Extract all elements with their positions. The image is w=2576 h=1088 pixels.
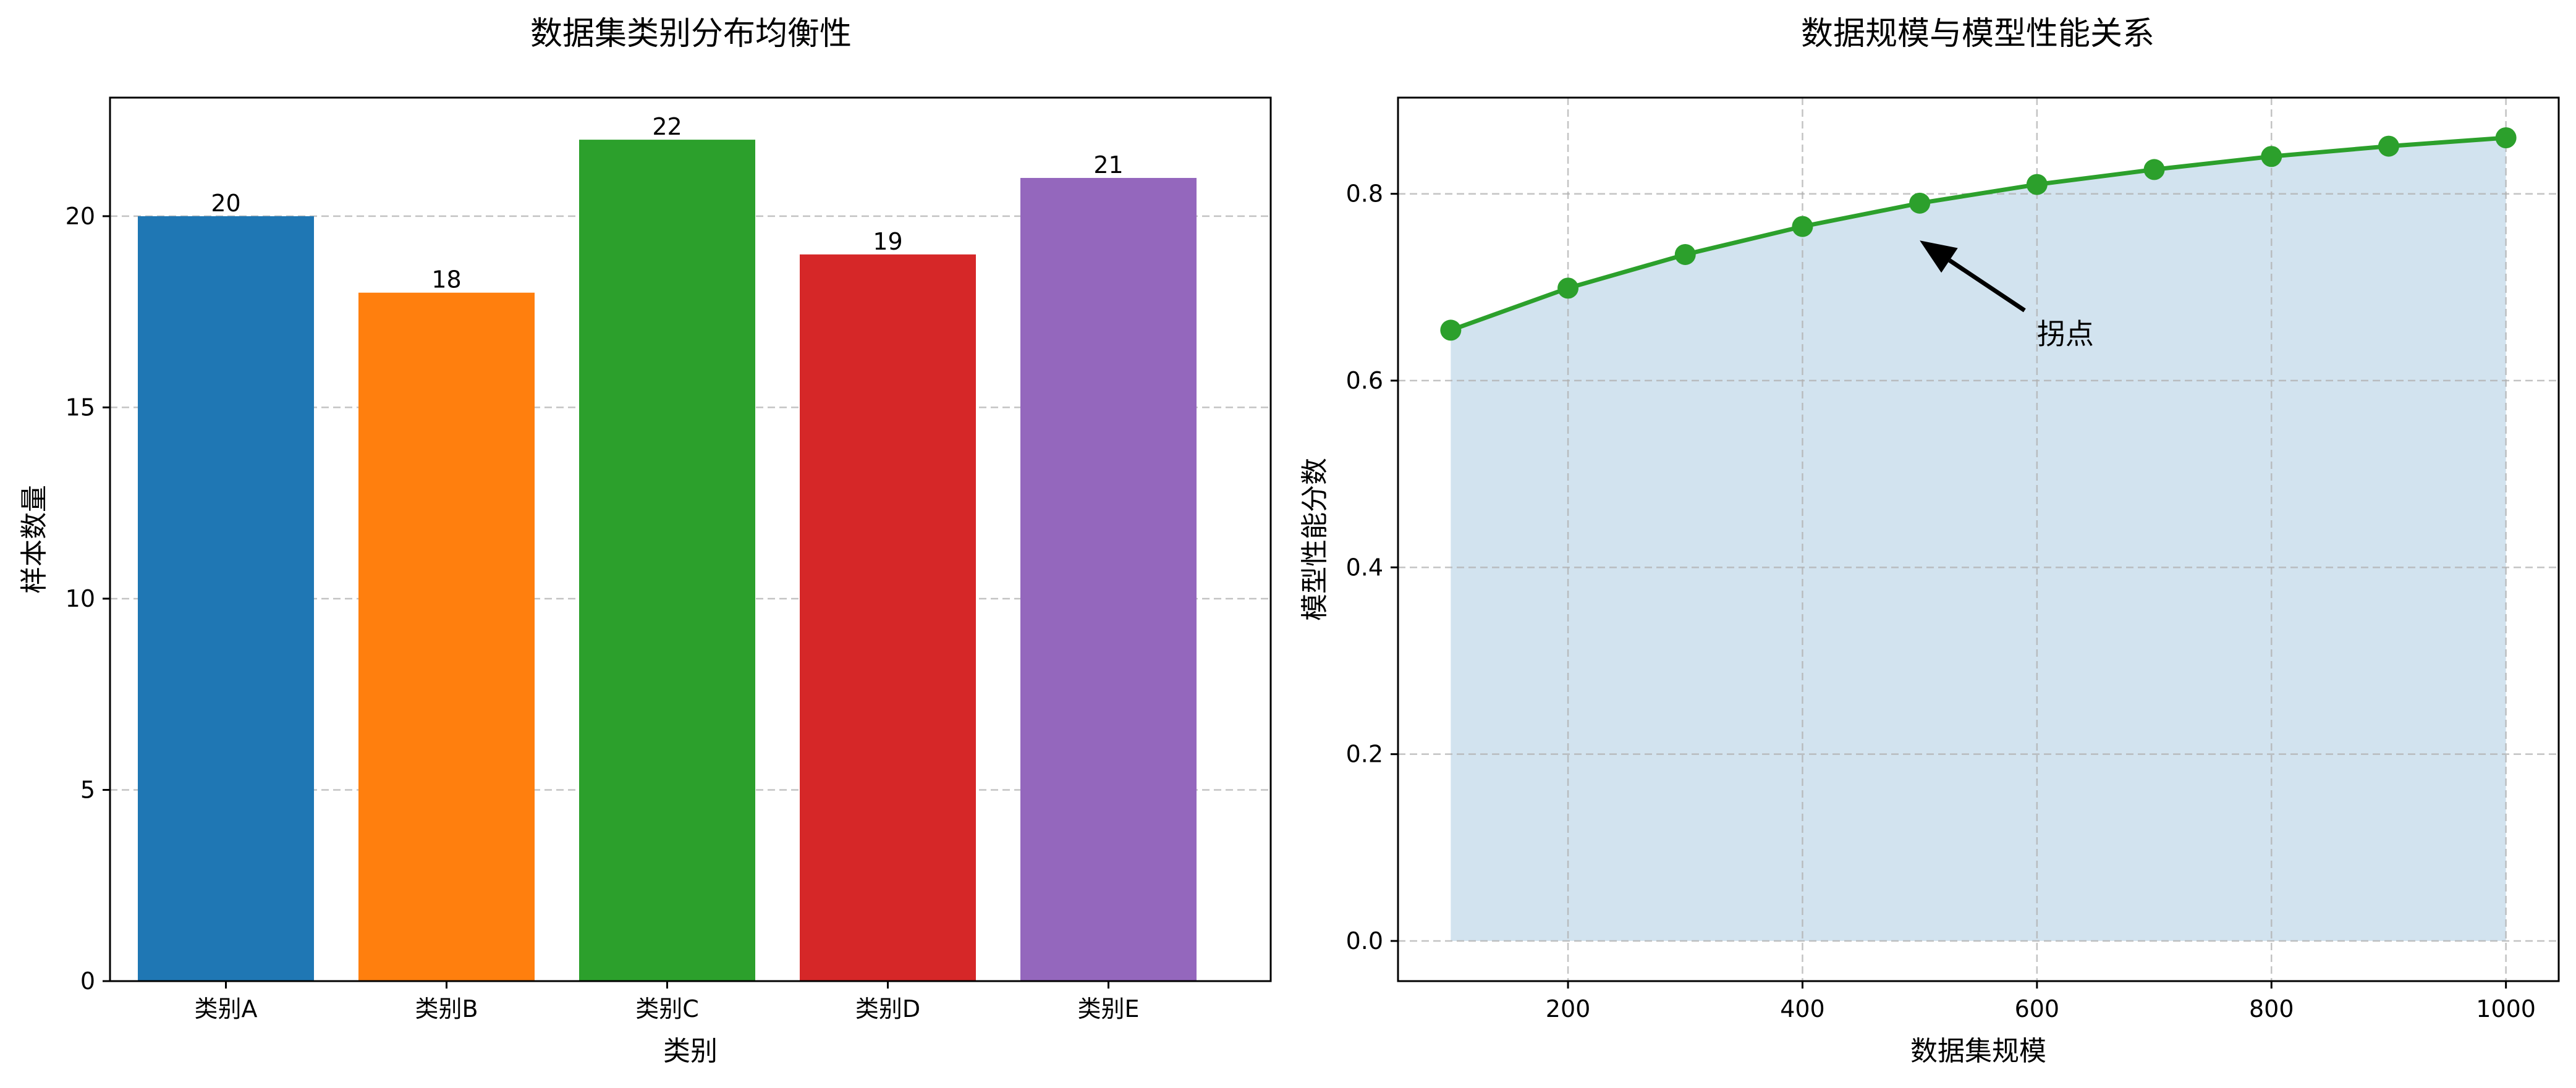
- bar-data-labels: 20 18 22 19 21: [211, 113, 1123, 293]
- annotation: 拐点: [1920, 240, 2094, 350]
- line-y-tick-label: 0.8: [1346, 180, 1383, 208]
- line-y-axis-label: 模型性能分数: [1299, 458, 1331, 621]
- bar-x-tick-label: 类别E: [1077, 995, 1139, 1023]
- bar-x-tick-label: 类别C: [635, 995, 699, 1023]
- data-point: [1440, 319, 1462, 341]
- data-point: [2495, 127, 2517, 148]
- bar: [800, 254, 976, 981]
- line-x-tick-label: 1000: [2476, 995, 2536, 1023]
- data-point: [1909, 192, 1931, 214]
- line-y-axis-ticks: 0.0 0.2 0.4 0.6 0.8: [1346, 180, 1398, 955]
- bar-value-label: 21: [1093, 151, 1123, 179]
- line-x-tick-label: 800: [2249, 995, 2294, 1023]
- bar-y-tick-label: 20: [66, 203, 95, 230]
- bar-series: [138, 140, 1197, 982]
- bar-chart: 数据集类别分布均衡性 20 18 22 19 21 0 5 10 15 20 类别A 类别B 类别C…: [19, 15, 1272, 1067]
- bar-chart-title: 数据集类别分布均衡性: [530, 15, 852, 53]
- bar-value-label: 19: [873, 228, 902, 255]
- line-y-tick-label: 0.4: [1346, 554, 1383, 581]
- bar: [138, 216, 314, 981]
- bar-y-tick-label: 0: [80, 968, 95, 995]
- series-line: [1450, 135, 2506, 332]
- annotation-arrow-shaft: [1948, 258, 2026, 313]
- line-area-fill: [1451, 138, 2506, 941]
- bar: [579, 140, 755, 982]
- line-series: [1450, 135, 2506, 332]
- bar-y-axis-label: 样本数量: [19, 485, 50, 594]
- data-point: [2378, 135, 2399, 157]
- data-point: [2026, 174, 2048, 195]
- line-x-tick-label: 400: [1780, 995, 1825, 1023]
- annotation-arrow-head: [1920, 240, 1958, 273]
- data-point: [1557, 277, 1579, 299]
- line-axes-frame: [1397, 96, 2560, 982]
- data-point: [2143, 159, 2165, 180]
- bar-x-axis-ticks: 类别A 类别B 类别C 类别D 类别E: [195, 981, 1140, 1023]
- line-x-tick-label: 200: [1546, 995, 1591, 1023]
- data-point: [2261, 146, 2282, 167]
- bar-x-tick-label: 类别B: [415, 995, 478, 1023]
- bar-y-tick-label: 5: [80, 776, 95, 803]
- bar-y-tick-label: 10: [66, 585, 95, 612]
- line-grid: [1398, 98, 2559, 981]
- bar: [1020, 178, 1197, 981]
- line-x-axis-label: 数据集规模: [1910, 1035, 2046, 1067]
- bar-x-axis-label: 类别: [663, 1035, 718, 1067]
- line-markers: [1440, 127, 2517, 341]
- bar: [358, 292, 535, 981]
- bar-x-tick-label: 类别D: [855, 995, 920, 1023]
- line-chart: 数据规模与模型性能关系 拐点 0.0 0.2 0.4 0.6 0.8 200 400 600…: [1299, 15, 2560, 1067]
- line-chart-title: 数据规模与模型性能关系: [1801, 15, 2154, 53]
- bar-axes-frame: [109, 96, 1272, 982]
- bar-value-label: 22: [652, 113, 682, 140]
- line-x-axis-ticks: 200 400 600 800 1000: [1546, 981, 2536, 1023]
- annotation-text: 拐点: [2037, 317, 2094, 350]
- bar-x-tick-label: 类别A: [195, 995, 258, 1023]
- bar-y-axis-ticks: 0 5 10 15 20: [66, 203, 110, 995]
- line-y-tick-label: 0.6: [1346, 367, 1383, 394]
- bar-value-label: 18: [431, 266, 461, 293]
- line-y-tick-label: 0.2: [1346, 741, 1383, 768]
- area-fill: [1451, 138, 2506, 941]
- bar-y-tick-label: 15: [66, 394, 95, 421]
- line-x-tick-label: 600: [2015, 995, 2060, 1023]
- line-y-tick-label: 0.0: [1346, 927, 1383, 955]
- bar-value-label: 20: [211, 190, 240, 217]
- data-point: [1792, 216, 1813, 237]
- data-point: [1674, 243, 1696, 265]
